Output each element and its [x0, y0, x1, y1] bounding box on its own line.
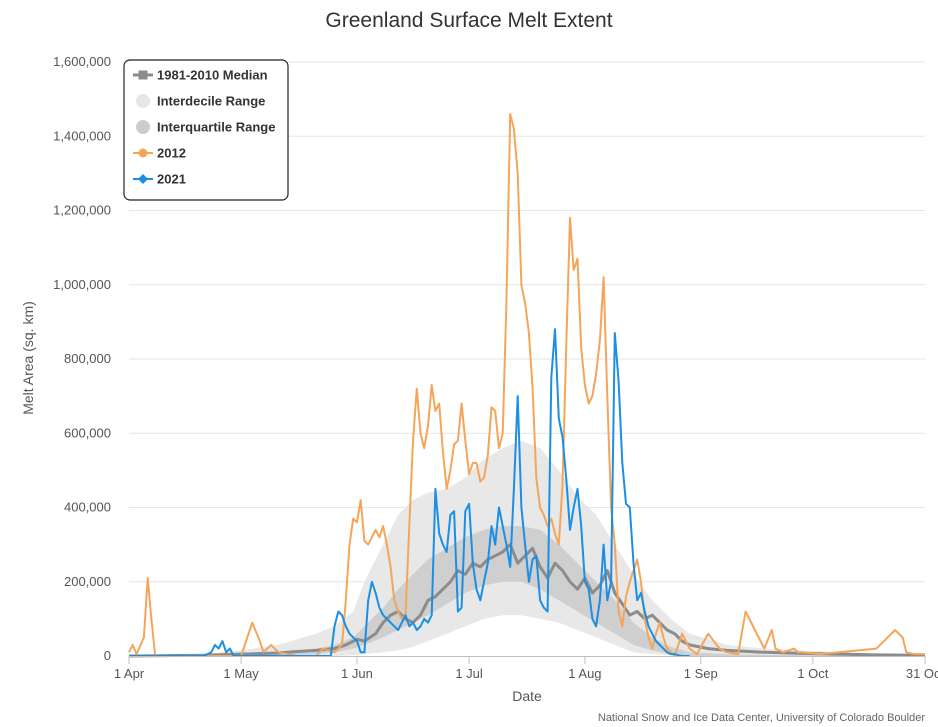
axes: 1 Apr 1 May 1 Jun 1 Jul 1 Aug 1 Sep 1 Oct 31 Oc… [114, 656, 938, 681]
legend-item-1981-2010-median[interactable]: 1981-2010 Median [133, 68, 268, 83]
x-axis-title: Date [512, 688, 542, 704]
legend-symbol [136, 120, 150, 134]
y-tick-label: 0 [104, 648, 111, 663]
range-bands [129, 440, 925, 656]
legend-symbol [138, 174, 148, 184]
x-tick-label: 1 Aug [568, 666, 601, 681]
series-line-2012 [128, 113, 925, 657]
x-tick-label: 1 Apr [114, 666, 145, 681]
y-tick-label: 1,200,000 [53, 203, 111, 218]
legend: 1981-2010 Median Interdecile Range Interqu… [123, 59, 289, 201]
series-line-2021 [129, 328, 690, 657]
legend-label: 2021 [157, 172, 186, 187]
y-tick-label: 1,600,000 [53, 54, 111, 69]
x-tick-label: 31 Oct [906, 666, 938, 681]
legend-symbol [138, 70, 148, 80]
legend-item-2021[interactable]: 2021 [133, 172, 186, 187]
x-tick-label: 1 Oct [797, 666, 828, 681]
legend-label: Interquartile Range [157, 120, 275, 135]
y-tick-label: 400,000 [64, 500, 111, 515]
credit: National Snow and Ice Data Center, Unive… [598, 712, 925, 724]
legend-symbol [136, 94, 150, 108]
legend-label: 2012 [157, 146, 186, 161]
x-tick-label: 1 May [223, 666, 259, 681]
chart-title: Greenland Surface Melt Extent [325, 9, 612, 32]
legend-items: 1981-2010 Median Interdecile Range Interqu… [133, 68, 275, 187]
y-tick-label: 1,400,000 [53, 128, 111, 143]
legend-label: Interdecile Range [157, 94, 265, 109]
legend-item-interquartile-range[interactable]: Interquartile Range [136, 120, 275, 135]
y-tick-label: 1,000,000 [53, 277, 111, 292]
x-tick-label: 1 Jun [341, 666, 373, 681]
series-line-1981-2010-median [128, 543, 926, 658]
x-tick-label: 1 Jul [455, 666, 483, 681]
legend-box [123, 59, 289, 201]
legend-label: 1981-2010 Median [157, 68, 268, 83]
y-tick-label: 800,000 [64, 351, 111, 366]
y-tick-label: 600,000 [64, 425, 111, 440]
legend-item-interdecile-range[interactable]: Interdecile Range [136, 94, 265, 109]
series-lines [128, 113, 926, 658]
legend-item-2012[interactable]: 2012 [133, 146, 186, 161]
x-tick-label: 1 Sep [684, 666, 718, 681]
y-tick-label: 200,000 [64, 574, 111, 589]
legend-symbol [138, 148, 148, 158]
y-axis-title: Melt Area (sq. km) [20, 301, 36, 415]
